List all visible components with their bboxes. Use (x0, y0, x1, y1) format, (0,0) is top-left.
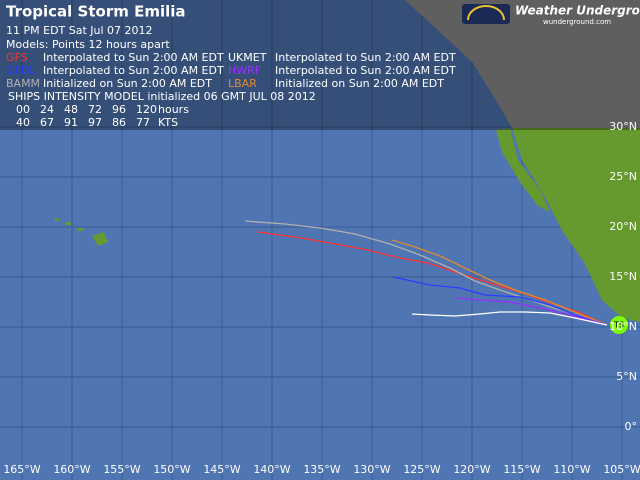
land-baja (496, 128, 550, 212)
land-usa (405, 0, 640, 128)
model-note: Interpolated to Sun 2:00 AM EDT (43, 51, 224, 64)
latitude-label: 0° (625, 420, 638, 433)
track-hwrf (455, 297, 608, 326)
header-overlay (0, 0, 640, 130)
model-note: Initialized on Sun 2:00 AM EDT (275, 77, 444, 90)
model-tracks (244, 220, 608, 326)
ships-table: 00 24 48 72 96 120 hours 40 67 91 97 86 77 KTS (16, 103, 189, 129)
ships-hour: 96 (112, 103, 126, 116)
longitude-label: 140°W (253, 463, 290, 476)
island (92, 232, 108, 246)
longitude-label: 105°W (603, 463, 640, 476)
latitude-label: 25°N (609, 170, 637, 183)
model-note: Interpolated to Sun 2:00 AM EDT (275, 51, 456, 64)
longitude-label: 115°W (503, 463, 540, 476)
ships-wind: 86 (112, 116, 126, 129)
logo-rainbow (467, 5, 505, 21)
latitude-label: 30°N (609, 120, 637, 133)
latitude-label: 20°N (609, 220, 637, 233)
longitude-label: 120°W (453, 463, 490, 476)
model-name: HWRF (228, 64, 261, 77)
track-lbar (391, 239, 608, 326)
model-note: Interpolated to Sun 2:00 AM EDT (275, 64, 456, 77)
model-note: Interpolated to Sun 2:00 AM EDT (43, 64, 224, 77)
track-gfdl (392, 276, 608, 326)
latitude-label: 5°N (616, 370, 637, 383)
longitude-label: 145°W (203, 463, 240, 476)
ships-wind: 67 (40, 116, 54, 129)
model-name: BAMM (6, 77, 40, 90)
model-legend: GFS Interpolated to Sun 2:00 AM EDT UKMET I… (6, 51, 456, 90)
ships-hour: 00 (16, 103, 30, 116)
land-mexico (512, 128, 640, 322)
model-name: GFDL (6, 64, 36, 77)
ships-unit: KTS (158, 116, 178, 129)
longitude-label: 110°W (553, 463, 590, 476)
longitude-label: 125°W (403, 463, 440, 476)
logo-site: wunderground.com (543, 18, 611, 26)
hawaii (55, 218, 108, 246)
title: Tropical Storm Emilia (6, 3, 186, 21)
island (78, 228, 84, 231)
ships-unit: hours (158, 103, 189, 116)
longitude-label: 160°W (53, 463, 90, 476)
ships-wind: 91 (64, 116, 78, 129)
ships-hour: 24 (40, 103, 54, 116)
logo: Weather Underground wunderground.com (462, 4, 640, 26)
longitude-label: 130°W (353, 463, 390, 476)
model-note: Initialized on Sun 2:00 AM EDT (43, 77, 212, 90)
island (55, 218, 59, 221)
latitude-label: 15°N (609, 270, 637, 283)
ships-title: SHIPS INTENSITY MODEL initialized 06 GMT… (8, 90, 316, 103)
logo-name: Weather Underground (515, 4, 640, 18)
ships-hour: 120 (136, 103, 157, 116)
ships-hour: 72 (88, 103, 102, 116)
island (66, 222, 71, 225)
model-name: GFS (6, 51, 28, 64)
longitude-label: 165°W (3, 463, 40, 476)
storm-marker: TS (613, 321, 624, 330)
ships-wind: 97 (88, 116, 102, 129)
timestamp: 11 PM EDT Sat Jul 07 2012 (6, 24, 153, 37)
track-ukmet (411, 311, 608, 326)
model-name: UKMET (228, 51, 267, 64)
ships-wind: 77 (136, 116, 150, 129)
ships-wind: 40 (16, 116, 30, 129)
ships-hour: 48 (64, 103, 78, 116)
longitude-label: 150°W (153, 463, 190, 476)
latitude-label: 10°N (609, 320, 637, 333)
storm-icon (610, 316, 628, 334)
longitude-label: 135°W (303, 463, 340, 476)
longitude-label: 155°W (103, 463, 140, 476)
model-name: LBAR (228, 77, 257, 90)
models-label: Models: Points 12 hours apart (6, 38, 170, 51)
